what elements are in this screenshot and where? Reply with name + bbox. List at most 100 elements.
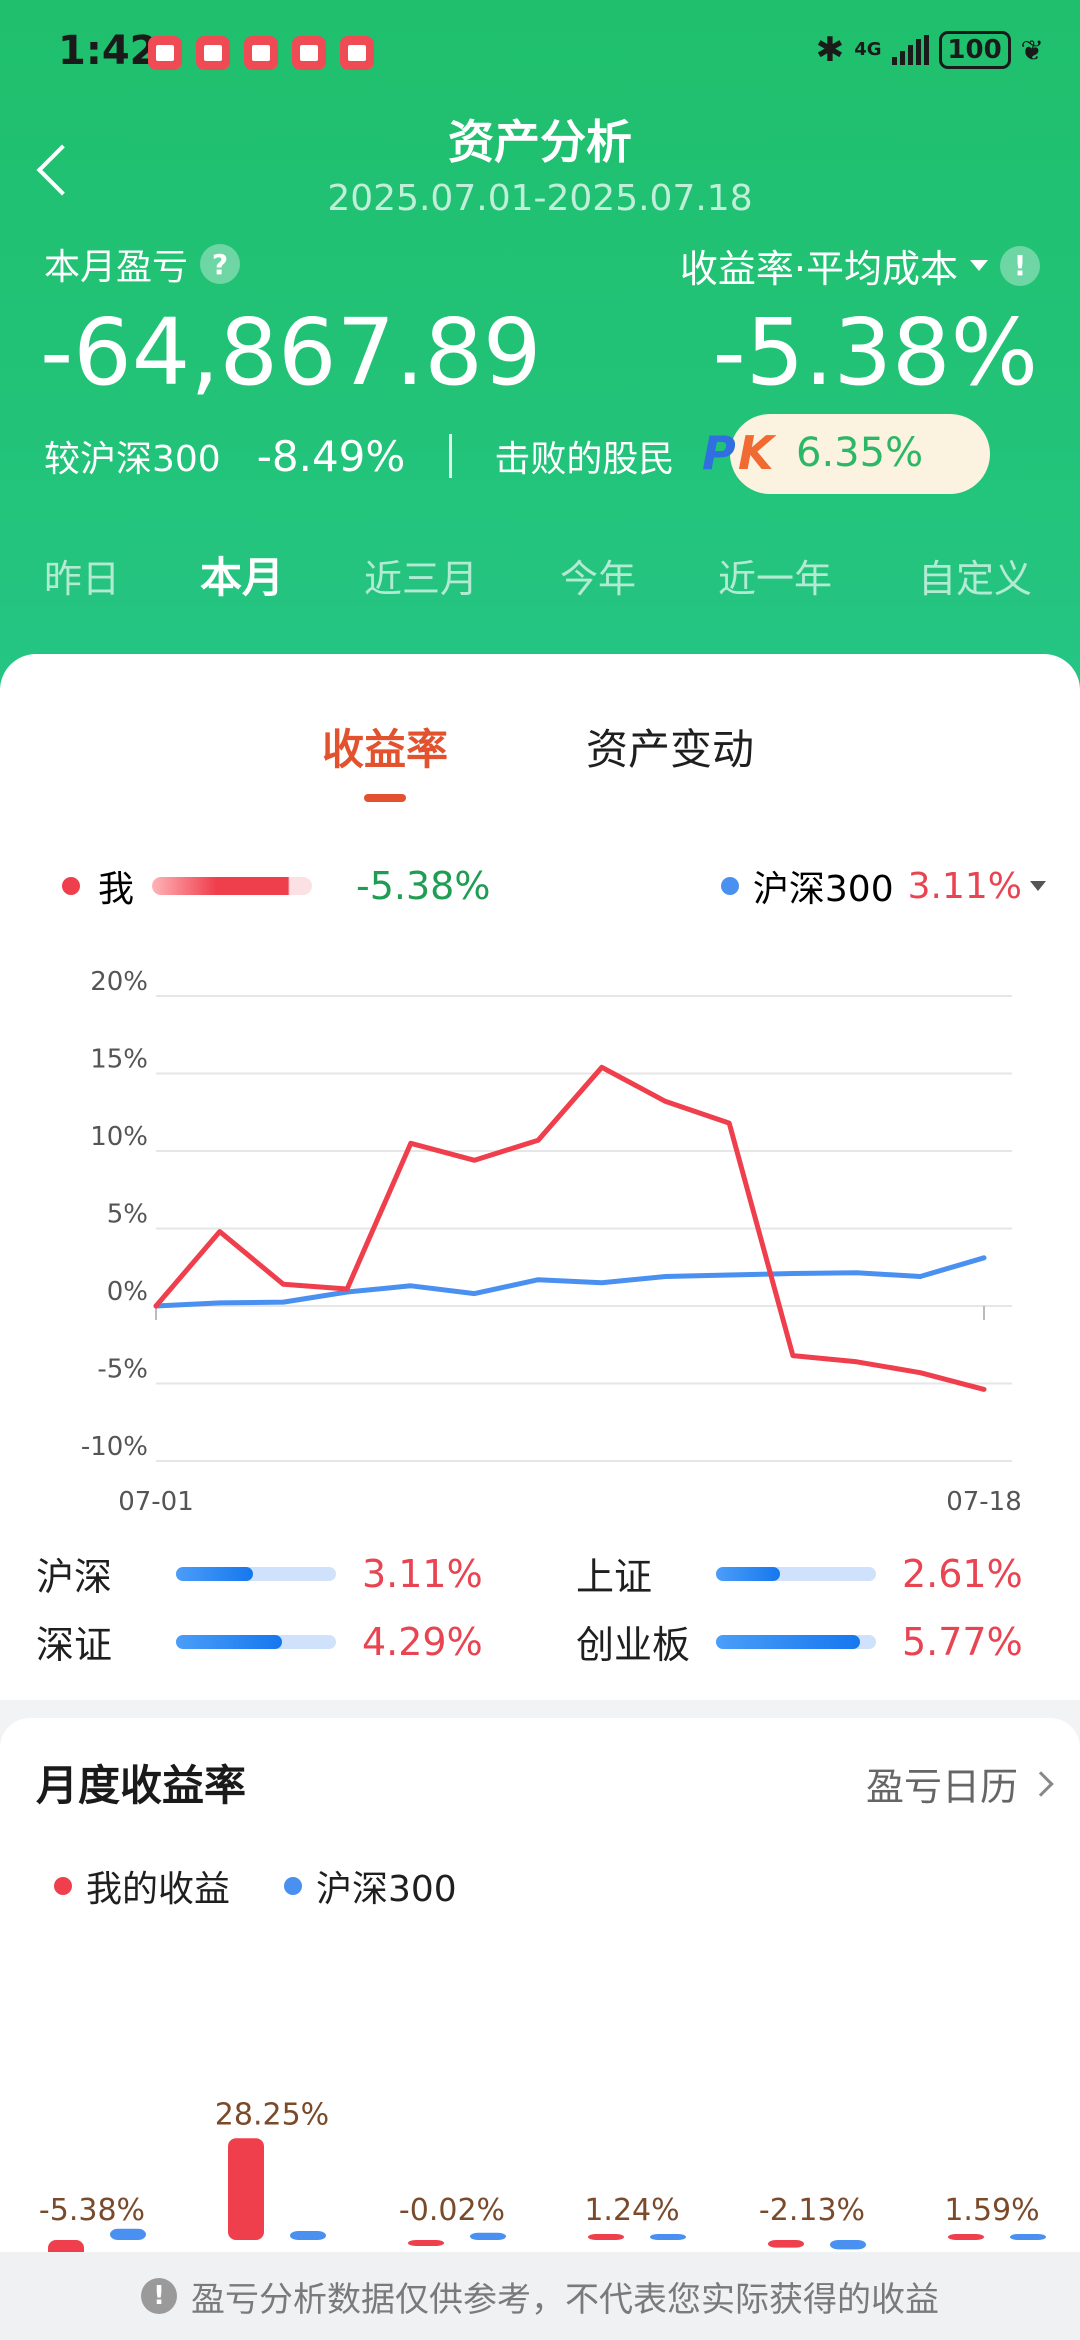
index-bar-fill — [716, 1634, 860, 1649]
rate-selector[interactable]: 收益率·平均成本 ! — [680, 238, 1040, 293]
dropdown-icon — [970, 260, 988, 271]
index-name: 上证 — [576, 1555, 653, 1599]
bar-mine — [768, 2240, 804, 2248]
legend-index[interactable]: 沪深300 3.11% — [720, 860, 1046, 912]
tab-this-year[interactable]: 今年 — [560, 557, 637, 601]
pnl-label-text: 本月盈亏 — [44, 247, 189, 288]
info-icon: ! — [141, 2278, 177, 2314]
network-label: 4G — [854, 39, 882, 60]
dot-icon — [720, 877, 739, 895]
series-line-index — [153, 1255, 987, 1309]
monthly-bar-chart: -5.38% 28.25% -0.02% 1.24% -2.13% 1.59% — [39, 2097, 1046, 2260]
dot-icon — [54, 1877, 72, 1895]
bar-mine — [588, 2234, 624, 2240]
pk-icon-p: P — [702, 426, 736, 480]
tab-indicator — [364, 794, 406, 802]
tab-yesterday[interactable]: 昨日 — [44, 557, 121, 601]
yield-card — [0, 654, 1080, 1700]
tab-this-month[interactable]: 本月 — [200, 553, 285, 602]
y-tick-label: 15% — [90, 1045, 148, 1075]
index-value: 4.29% — [362, 1619, 483, 1664]
bar-value-label: 1.24% — [584, 2193, 679, 2228]
legend-mine-label: 我的收益 — [86, 1869, 231, 1910]
tab-three-months[interactable]: 近三月 — [364, 557, 479, 601]
index-value: 3.11% — [362, 1551, 483, 1596]
battery-icon: 100 — [938, 31, 1011, 69]
legend-me-value: -5.38% — [356, 864, 491, 908]
bar-value-label: 1.59% — [944, 2193, 1039, 2228]
calendar-link-label: 盈亏日历 — [865, 1765, 1018, 1809]
period-tabs: 昨日 本月 近三月 今年 近一年 自定义 — [0, 548, 1080, 618]
legend-me: 我 -5.38% — [62, 860, 490, 912]
bar-index — [650, 2234, 686, 2240]
index-name: 深证 — [36, 1623, 113, 1667]
index-bar-fill — [176, 1634, 282, 1649]
pk-icon-k: K — [738, 426, 774, 480]
rate-label-text: 收益率·平均成本 — [679, 247, 958, 291]
legend-index-value: 3.11% — [907, 865, 1022, 907]
beat-value: 6.35% — [796, 430, 924, 476]
yield-line-chart: 20% 15% 10% 5% 0% -5% -10% 07-01 07-18 — [81, 967, 1022, 1517]
info-icon[interactable]: ! — [1000, 245, 1040, 286]
tab-asset-change[interactable]: 资产变动 — [586, 725, 755, 774]
y-tick-label: -10% — [81, 1432, 148, 1462]
pnl-value: -64,867.89 — [40, 299, 542, 406]
index-bar-fill — [716, 1566, 780, 1581]
bluetooth-icon: ✱ — [815, 30, 845, 70]
bar-mine — [408, 2240, 444, 2246]
dot-icon — [62, 877, 80, 895]
monthly-title: 月度收益率 — [36, 1761, 247, 1810]
vs-label: 较沪深300 — [44, 439, 221, 480]
legend-me-label: 我 — [98, 869, 135, 910]
legend-index-monthly: 沪深300 — [284, 1860, 457, 1912]
tab-custom[interactable]: 自定义 — [918, 557, 1033, 601]
rate-value: -5.38% — [712, 299, 1038, 406]
index-row: 深证 4.29% — [36, 1614, 483, 1669]
pk-pill-bg — [730, 414, 990, 494]
dropdown-icon — [1030, 881, 1046, 891]
tab-one-year[interactable]: 近一年 — [718, 557, 833, 601]
signal-icon — [891, 35, 929, 65]
pk-icon: P K — [700, 424, 788, 484]
pnl-label: 本月盈亏 ? — [44, 238, 241, 290]
comparison-row: 较沪深300 -8.49% 击败的股民 — [44, 430, 674, 482]
disclaimer-bar: ! 盈亏分析数据仅供参考，不代表您实际获得的收益 — [0, 2252, 1080, 2340]
index-bar-track — [716, 1566, 876, 1581]
y-tick-label: 0% — [107, 1277, 148, 1307]
y-tick-label: 10% — [90, 1122, 148, 1152]
index-bar-track — [176, 1566, 336, 1581]
index-row: 上证 2.61% — [576, 1546, 1023, 1601]
notification-icon — [196, 36, 230, 70]
vs-value: -8.49% — [256, 431, 406, 481]
monthly-card — [0, 1718, 1080, 2340]
y-tick-label: 5% — [107, 1200, 148, 1230]
index-row: 创业板 5.77% — [576, 1614, 1023, 1669]
x-tick-label: 07-01 — [118, 1487, 194, 1517]
status-bar: 1:42 ✱ 4G 100 ❦ — [0, 0, 1080, 110]
legend-mine: 我的收益 — [54, 1860, 230, 1912]
pk-pill[interactable]: 6.35% P K — [700, 414, 990, 494]
legend-index-label: 沪深300 — [752, 869, 894, 910]
header: 1:42 ✱ 4G 100 ❦ 资产分析 2025.07.01-2025.07.… — [0, 0, 1080, 700]
index-value: 5.77% — [902, 1619, 1023, 1664]
notification-icon — [340, 36, 374, 70]
calendar-link[interactable]: 盈亏日历 — [865, 1756, 1054, 1811]
y-tick-label: 20% — [90, 967, 148, 997]
tab-yield[interactable]: 收益率 — [322, 725, 449, 774]
help-icon[interactable]: ? — [200, 244, 241, 284]
index-name: 沪深 — [36, 1555, 113, 1599]
index-name: 创业板 — [576, 1623, 691, 1667]
dot-icon — [284, 1877, 302, 1895]
bar-index — [290, 2231, 326, 2240]
index-row: 沪深 3.11% — [36, 1546, 483, 1601]
date-range: 2025.07.01-2025.07.18 — [327, 178, 753, 219]
bar-index — [1010, 2234, 1046, 2240]
bar-value-label: -2.13% — [759, 2193, 865, 2228]
notification-icon — [244, 36, 278, 70]
x-tick-label: 07-18 — [946, 1487, 1022, 1517]
bar-value-label: -5.38% — [39, 2193, 145, 2228]
chevron-right-icon — [1028, 1770, 1054, 1797]
status-icons: ✱ 4G 100 ❦ — [816, 30, 1044, 70]
status-time: 1:42 — [58, 28, 158, 74]
series-line-me — [153, 1064, 987, 1392]
